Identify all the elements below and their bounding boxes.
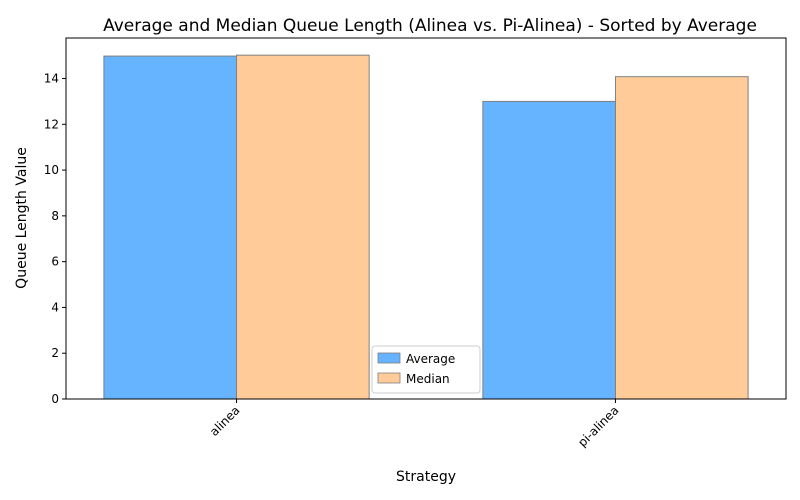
x-tick-label: alinea — [207, 403, 243, 439]
legend-label-average: Average — [406, 352, 455, 366]
plot-area-frame — [65, 37, 787, 400]
y-tick-label: 10 — [44, 163, 59, 177]
legend-swatch-average — [377, 352, 401, 364]
legend: Average Median — [371, 345, 481, 394]
bar-average-pi-alinea — [482, 100, 616, 400]
y-tick-label: 2 — [51, 346, 59, 360]
bar-median-pi-alinea — [614, 76, 749, 400]
y-tick-label: 6 — [51, 255, 59, 269]
y-axis-label: Queue Length Value — [14, 147, 30, 289]
y-tick-label: 4 — [51, 300, 59, 314]
legend-swatch-median — [377, 372, 401, 384]
y-tick-label: 8 — [51, 209, 59, 223]
y-tick-label: 14 — [44, 72, 59, 86]
bar-average-alinea — [103, 55, 238, 400]
x-axis-label: Strategy — [396, 469, 456, 485]
x-axis-ticks: alinea pi-alinea — [207, 399, 622, 450]
y-tick-label: 12 — [44, 117, 59, 131]
x-tick-label: pi-alinea — [575, 403, 621, 449]
bar-median-alinea — [236, 54, 370, 400]
legend-label-median: Median — [406, 372, 450, 386]
bars-layer — [103, 54, 749, 400]
y-tick-label: 0 — [51, 392, 59, 406]
chart-title: Average and Median Queue Length (Alinea … — [103, 16, 757, 36]
y-axis-ticks: 0 2 4 6 8 10 12 14 — [44, 72, 66, 406]
